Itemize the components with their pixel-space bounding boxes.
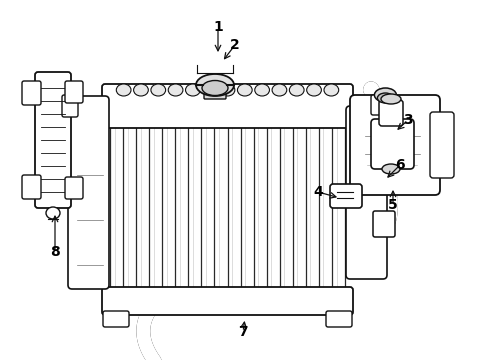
FancyBboxPatch shape bbox=[65, 81, 83, 103]
FancyBboxPatch shape bbox=[346, 106, 387, 279]
Text: 3: 3 bbox=[403, 113, 413, 127]
FancyBboxPatch shape bbox=[204, 83, 226, 99]
Ellipse shape bbox=[381, 94, 401, 104]
Ellipse shape bbox=[382, 164, 400, 174]
FancyBboxPatch shape bbox=[102, 84, 353, 128]
Ellipse shape bbox=[374, 88, 396, 102]
Text: 8: 8 bbox=[50, 245, 60, 259]
FancyBboxPatch shape bbox=[103, 311, 129, 327]
FancyBboxPatch shape bbox=[330, 184, 362, 208]
FancyBboxPatch shape bbox=[379, 100, 403, 126]
Ellipse shape bbox=[238, 84, 252, 96]
Ellipse shape bbox=[116, 84, 131, 96]
Ellipse shape bbox=[290, 84, 304, 96]
Text: 1: 1 bbox=[213, 20, 223, 34]
Ellipse shape bbox=[377, 93, 393, 103]
Ellipse shape bbox=[202, 81, 228, 95]
Ellipse shape bbox=[220, 84, 235, 96]
FancyBboxPatch shape bbox=[371, 119, 414, 169]
FancyBboxPatch shape bbox=[350, 95, 440, 195]
FancyBboxPatch shape bbox=[371, 95, 387, 115]
Text: 6: 6 bbox=[395, 158, 405, 172]
Ellipse shape bbox=[168, 84, 183, 96]
Ellipse shape bbox=[186, 84, 200, 96]
Ellipse shape bbox=[272, 84, 287, 96]
Ellipse shape bbox=[203, 84, 218, 96]
FancyBboxPatch shape bbox=[373, 211, 395, 237]
Text: 5: 5 bbox=[388, 198, 398, 212]
Ellipse shape bbox=[151, 84, 166, 96]
FancyBboxPatch shape bbox=[102, 287, 353, 315]
Ellipse shape bbox=[307, 84, 321, 96]
FancyBboxPatch shape bbox=[326, 311, 352, 327]
Ellipse shape bbox=[255, 84, 270, 96]
FancyBboxPatch shape bbox=[22, 81, 41, 105]
Ellipse shape bbox=[196, 74, 234, 96]
Ellipse shape bbox=[134, 84, 148, 96]
FancyBboxPatch shape bbox=[65, 177, 83, 199]
Text: 4: 4 bbox=[313, 185, 323, 199]
Ellipse shape bbox=[324, 84, 339, 96]
Text: 7: 7 bbox=[238, 325, 248, 339]
Ellipse shape bbox=[46, 207, 60, 219]
FancyBboxPatch shape bbox=[35, 72, 71, 208]
Text: 2: 2 bbox=[230, 38, 240, 52]
FancyBboxPatch shape bbox=[22, 175, 41, 199]
FancyBboxPatch shape bbox=[68, 96, 109, 289]
FancyBboxPatch shape bbox=[430, 112, 454, 178]
FancyBboxPatch shape bbox=[62, 95, 78, 117]
